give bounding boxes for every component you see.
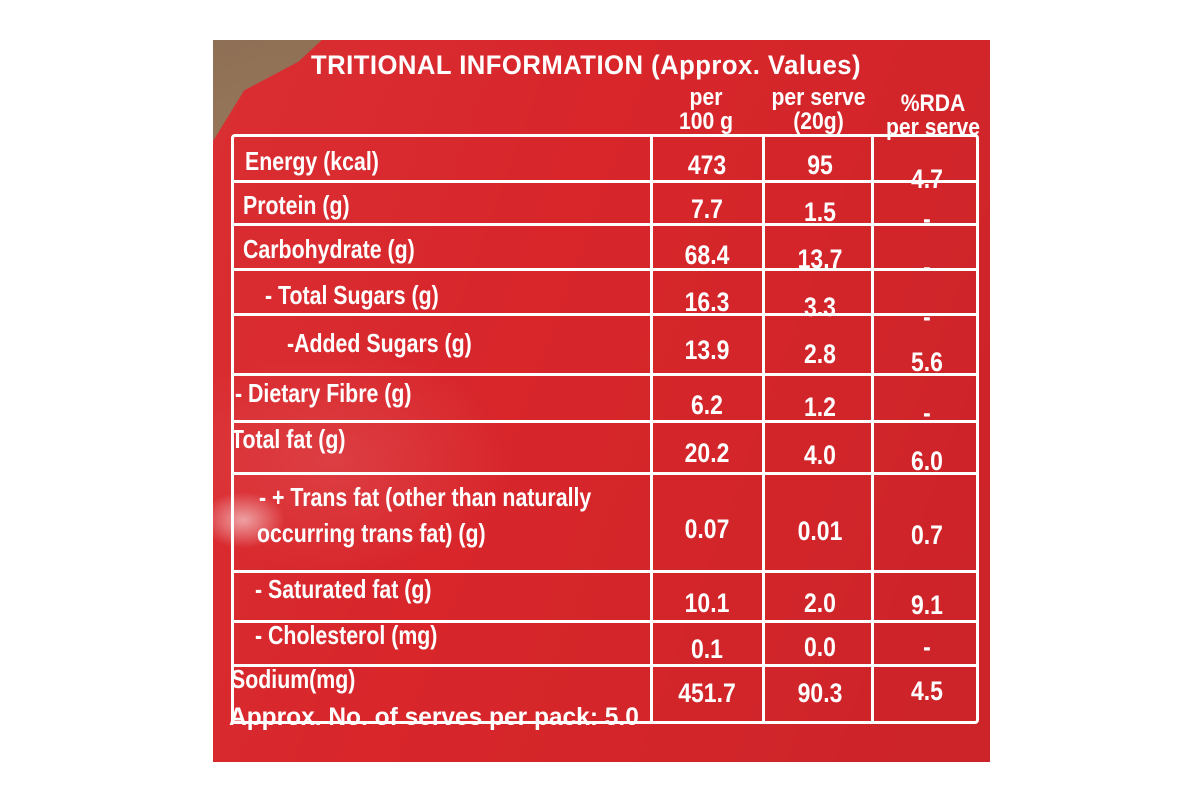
column-header-line: per [689,84,723,111]
row-label-total-sugars: - Total Sugars (g) [265,280,439,310]
cell-per-100g: 20.2 [684,438,730,468]
cell-rda: 0.7 [911,520,943,550]
row-divider [231,664,979,667]
row-label-saturated-fat: - Saturated fat (g) [255,574,432,604]
cell-per-serve: 0.01 [797,516,843,546]
cell-per-100g: 473 [687,150,727,180]
cell-per-serve: 2.0 [804,588,836,618]
cell-per-100g: 6.2 [691,390,723,420]
column-header-per-serve: per serve (20g) [764,86,874,134]
serves-per-pack: Approx. No. of serves per pack: 5.0 [229,703,639,731]
row-label-protein: Protein (g) [243,190,350,220]
cell-per-serve: 2.8 [804,339,836,369]
cell-per-serve: 4.0 [804,440,836,470]
cell-rda: 5.6 [911,347,943,377]
cell-per-serve: 95 [807,150,833,180]
row-label-trans-fat-line1: - + Trans fat (other than naturally [259,482,592,512]
row-label-cholesterol: - Cholesterol (mg) [255,620,438,650]
cell-per-100g: 68.4 [684,240,730,270]
cell-per-serve: 13.7 [797,244,843,274]
column-header-line: (20g) [793,108,844,135]
row-divider [231,570,979,573]
column-header-line: 100 g [678,108,734,135]
row-label-energy: Energy (kcal) [245,146,379,176]
cell-per-serve: 90.3 [797,678,843,708]
nutrition-table-frame [231,134,979,724]
cell-per-serve: 1.2 [804,392,836,422]
cell-rda: 4.7 [911,164,943,194]
row-divider [231,620,979,623]
column-header-line: per serve [771,84,866,111]
column-divider [871,134,874,724]
cell-per-100g: 0.07 [684,514,730,544]
row-divider [231,472,979,475]
row-label-carbohydrate: Carbohydrate (g) [243,234,415,264]
cell-per-serve: 1.5 [804,197,836,227]
cell-rda: 6.0 [911,446,943,476]
cell-rda: - [923,204,931,234]
row-divider [231,180,979,183]
column-header-rda: %RDA per serve [880,92,986,140]
column-header-per-100g: per 100 g [658,86,755,134]
row-label-dietary-fibre: - Dietary Fibre (g) [235,378,412,408]
photo-frame: TRITIONAL INFORMATION (Approx. Values) p… [213,40,990,762]
row-divider [231,420,979,423]
column-header-line: %RDA [900,90,966,117]
row-divider [231,313,979,316]
row-divider [231,373,979,376]
panel-title: TRITIONAL INFORMATION (Approx. Values) [311,50,862,80]
cell-rda: 4.5 [911,676,943,706]
cell-per-100g: 16.3 [684,287,730,317]
row-divider [231,268,979,271]
row-divider [231,223,979,226]
cell-per-100g: 10.1 [684,588,730,618]
cell-rda: - [923,398,931,428]
row-label-added-sugars: -Added Sugars (g) [287,328,472,358]
cell-per-serve: 3.3 [804,292,836,322]
cell-per-100g: 451.7 [678,678,736,708]
cell-rda: 9.1 [911,590,943,620]
cell-rda: - [923,302,931,332]
row-label-sodium: Sodium(mg) [231,664,356,694]
cell-per-serve: 0.0 [804,632,836,662]
cell-rda: - [923,632,931,662]
cell-rda: - [923,252,931,282]
cell-per-100g: 0.1 [691,634,723,664]
cell-per-100g: 13.9 [684,335,730,365]
column-divider [650,134,653,724]
column-divider [762,134,765,724]
cell-per-100g: 7.7 [691,194,723,224]
row-label-total-fat: Total fat (g) [231,424,346,454]
row-label-trans-fat-line2: occurring trans fat) (g) [257,518,486,548]
